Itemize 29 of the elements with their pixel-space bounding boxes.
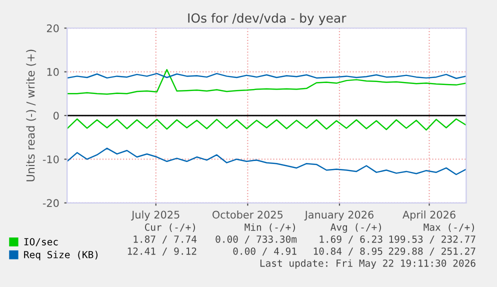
text: Cur (-/+) bbox=[144, 223, 195, 232]
chart-title: IOs for /dev/vda - by year bbox=[188, 13, 346, 26]
y-axis-title: Units read (-) / write (+) bbox=[26, 50, 36, 182]
line-series bbox=[67, 69, 466, 95]
line-series bbox=[67, 118, 466, 131]
text: Max (-/+) bbox=[424, 223, 474, 232]
text: 1.87 / 7.74 bbox=[134, 235, 197, 244]
y-tick-label: 0 bbox=[54, 112, 59, 120]
text: 229.88 / 251.27 bbox=[388, 247, 476, 256]
text: 12.41 / 9.12 bbox=[128, 247, 196, 256]
x-tick-label: January 2026 bbox=[304, 210, 374, 221]
text: Min (-/+) bbox=[244, 223, 295, 232]
x-tick-label: April 2026 bbox=[402, 210, 456, 221]
y-tick-label: -10 bbox=[42, 155, 59, 164]
legend-label: Req Size (KB) bbox=[24, 250, 98, 260]
text: 199.53 / 232.77 bbox=[389, 235, 476, 244]
x-tick-label: October 2025 bbox=[212, 210, 283, 219]
text: Avg (-/+) bbox=[330, 223, 381, 233]
legend-label: IO/sec bbox=[24, 238, 58, 246]
y-tick-label: 20 bbox=[46, 24, 59, 32]
text: 10.84 / 8.95 bbox=[314, 247, 382, 256]
y-tick-label: -20 bbox=[42, 199, 59, 208]
text: 0.00 / 733.30m bbox=[216, 235, 297, 244]
text: 1.69 / 6.23 bbox=[320, 235, 382, 244]
y-tick-label: 10 bbox=[47, 68, 59, 76]
line-series bbox=[67, 148, 466, 176]
text: 0.00 / 4.91 bbox=[233, 247, 296, 256]
text: Last update: Fri May 22 19:11:30 2026 bbox=[260, 259, 476, 269]
x-tick-label: July 2025 bbox=[131, 210, 180, 221]
